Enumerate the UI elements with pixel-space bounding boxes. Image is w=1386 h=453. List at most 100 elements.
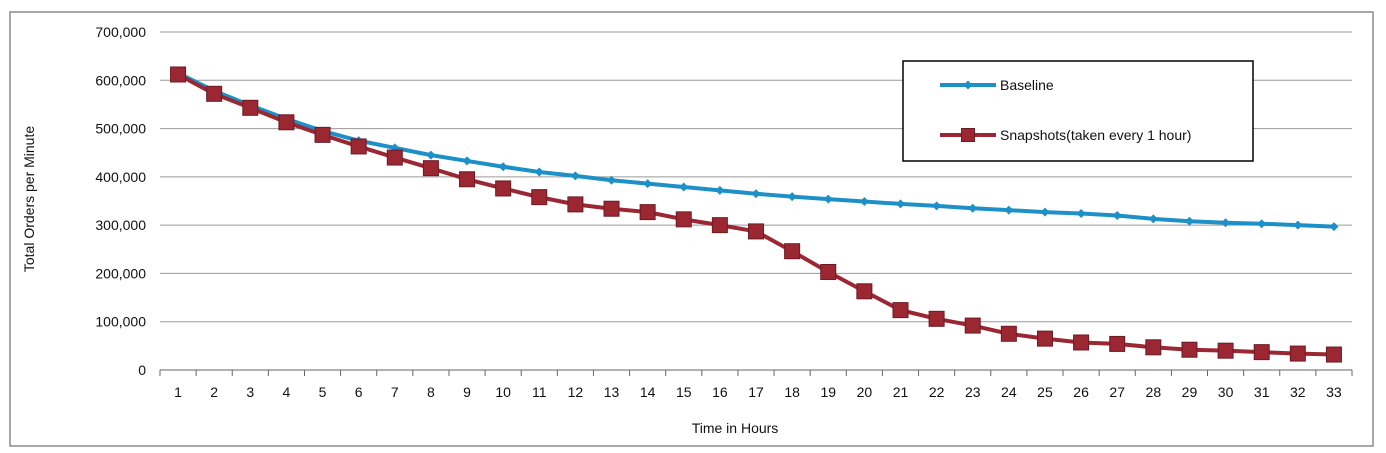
data-point [1073, 334, 1090, 351]
data-point [892, 302, 909, 319]
data-point [679, 182, 689, 192]
legend-label: Baseline [1000, 77, 1054, 93]
x-tick-label: 12 [568, 384, 584, 400]
y-axis-ticks: 0 100,000 200,000 300,000 400,000 500,000 600,… [95, 24, 146, 378]
data-point [784, 243, 801, 260]
data-point [1217, 342, 1234, 359]
x-axis-title: Time in Hours [692, 420, 779, 436]
x-tick-label: 18 [784, 384, 800, 400]
data-point [1289, 345, 1306, 362]
data-point [498, 162, 508, 172]
x-tick-label: 16 [712, 384, 728, 400]
data-point [1076, 209, 1086, 219]
y-axis-title: Total Orders per Minute [21, 126, 37, 272]
data-point [567, 196, 584, 213]
legend-entry: Snapshots(taken every 1 hour) [940, 127, 1191, 143]
y-tick-label: 100,000 [95, 314, 146, 330]
x-tick-label: 14 [640, 384, 656, 400]
x-axis-ticks: 1 2 3 4 5 6 7 8 9 10 11 12 13 14 15 16 17 18 19 20 21 22 23 24 2… [159, 370, 1353, 400]
y-tick-label: 400,000 [95, 169, 146, 185]
data-point [963, 80, 973, 90]
data-point [1221, 218, 1231, 228]
data-point [314, 126, 331, 143]
data-point [748, 223, 764, 240]
data-point [715, 185, 725, 195]
data-point [1109, 335, 1126, 352]
data-point [820, 263, 837, 280]
x-tick-label: 10 [495, 384, 511, 400]
data-point [639, 204, 656, 221]
data-point [459, 171, 476, 188]
x-tick-label: 30 [1218, 384, 1234, 400]
data-point [495, 180, 512, 197]
data-point [1184, 216, 1194, 226]
x-tick-label: 25 [1037, 384, 1053, 400]
data-point [787, 192, 797, 202]
x-tick-label: 1 [174, 384, 182, 400]
y-tick-label: 200,000 [95, 265, 146, 281]
x-tick-label: 27 [1109, 384, 1125, 400]
data-point [350, 138, 367, 155]
data-point [675, 211, 692, 228]
legend-entry: Baseline [940, 77, 1054, 93]
data-point [643, 179, 653, 189]
y-tick-label: 500,000 [95, 121, 146, 137]
x-tick-label: 31 [1254, 384, 1270, 400]
x-tick-label: 29 [1182, 384, 1198, 400]
data-point [968, 203, 978, 213]
data-point [206, 85, 223, 102]
data-point [1148, 214, 1158, 224]
data-point [1004, 205, 1014, 215]
data-point [534, 167, 544, 177]
y-tick-label: 0 [138, 362, 146, 378]
y-tick-label: 700,000 [95, 24, 146, 40]
x-tick-label: 15 [676, 384, 692, 400]
data-point [1181, 341, 1198, 358]
data-point [386, 149, 403, 166]
data-point [242, 99, 259, 116]
data-point [928, 310, 945, 327]
x-tick-label: 33 [1326, 384, 1342, 400]
data-point [859, 196, 869, 206]
data-point [932, 201, 942, 211]
data-point [1329, 222, 1339, 232]
x-tick-label: 3 [246, 384, 254, 400]
data-point [711, 217, 728, 234]
data-point [603, 200, 620, 217]
x-tick-label: 26 [1073, 384, 1089, 400]
data-point [856, 283, 873, 300]
data-point [607, 175, 617, 185]
data-point [751, 189, 761, 199]
x-tick-label: 23 [965, 384, 981, 400]
data-point [1145, 339, 1162, 356]
x-tick-label: 9 [463, 384, 471, 400]
x-tick-label: 2 [210, 384, 218, 400]
data-point [823, 194, 833, 204]
x-tick-label: 5 [319, 384, 327, 400]
x-tick-label: 7 [391, 384, 399, 400]
x-tick-label: 8 [427, 384, 435, 400]
x-tick-label: 20 [857, 384, 873, 400]
data-point [1112, 210, 1122, 220]
data-point [278, 114, 295, 131]
x-tick-label: 6 [355, 384, 363, 400]
data-point [531, 189, 548, 206]
x-tick-label: 24 [1001, 384, 1017, 400]
y-tick-label: 300,000 [95, 217, 146, 233]
y-tick-label: 600,000 [95, 72, 146, 88]
data-point [426, 150, 436, 160]
data-point [1325, 346, 1342, 363]
data-point [1036, 330, 1053, 347]
data-point [1293, 220, 1303, 230]
series-2 [170, 66, 1342, 363]
legend-box [902, 60, 1254, 162]
x-tick-label: 11 [532, 384, 547, 400]
data-point [462, 156, 472, 166]
x-tick-label: 13 [604, 384, 620, 400]
x-tick-label: 22 [929, 384, 945, 400]
data-point [570, 171, 580, 181]
series-layer [170, 66, 1342, 363]
x-tick-label: 21 [893, 384, 909, 400]
data-point [1000, 325, 1017, 342]
